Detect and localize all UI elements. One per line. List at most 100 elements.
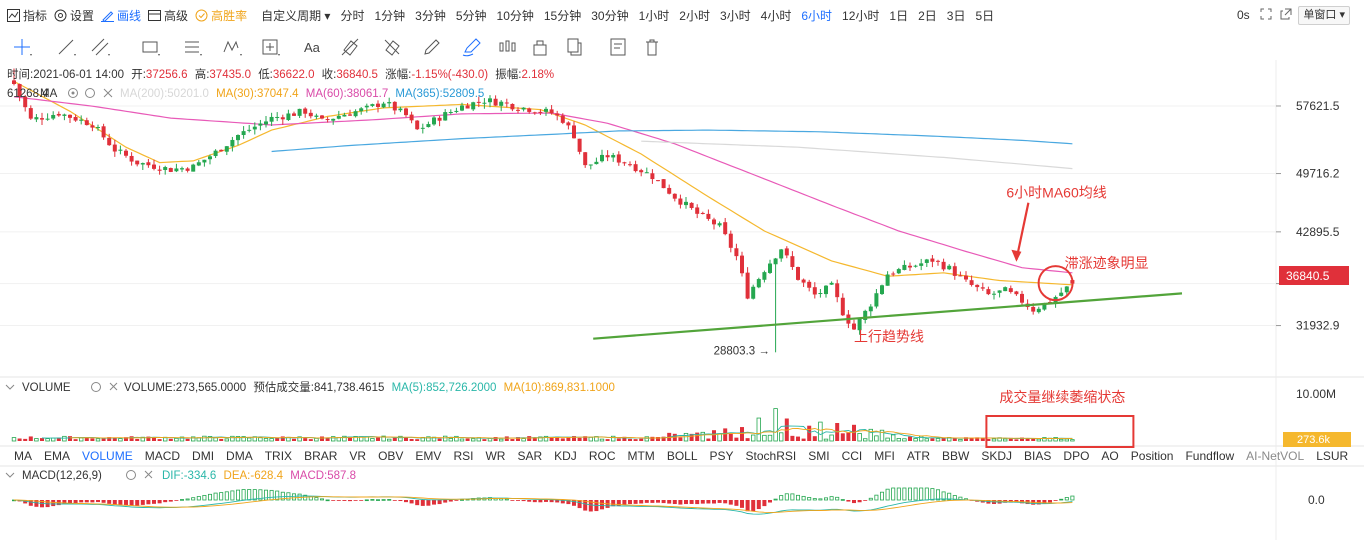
period-4[interactable]: 10分钟 [496,8,534,23]
indicator-tab-position[interactable]: Position [1130,449,1174,463]
period-10[interactable]: 4小时 [760,8,792,23]
indicator-tab-boll[interactable]: BOLL [666,449,698,463]
volume-title: VOLUME [22,382,71,394]
settings-button[interactable]: 设置 [54,7,94,24]
indicator-tab-roc[interactable]: ROC [588,449,616,463]
copy-tool[interactable] [560,34,588,60]
indicator-button[interactable]: 指标 [7,7,47,24]
pattern-tool[interactable] [494,34,522,60]
indicator-tab-dma[interactable]: DMA [226,449,253,463]
hide-tool[interactable] [378,34,406,60]
volume-collapse-icon[interactable] [5,384,15,390]
period-6[interactable]: 30分钟 [591,8,629,23]
candle-body [101,126,106,138]
note-tool[interactable] [604,34,632,60]
candle-body [465,105,470,109]
period-3[interactable]: 5分钟 [455,8,487,23]
indicator-tab-mfi[interactable]: MFI [874,449,895,463]
indicator-tab-atr[interactable]: ATR [906,449,931,463]
indicator-tab-bbw[interactable]: BBW [942,449,970,463]
indicator-tab-fundflow[interactable]: Fundflow [1185,449,1235,463]
candle-body [180,168,184,170]
period-11[interactable]: 6小时 [801,8,833,23]
indicator-tab-sar[interactable]: SAR [517,449,543,463]
period-16[interactable]: 5日 [975,8,995,23]
indicator-tab-ai-netvol[interactable]: AI-NetVOL [1246,449,1305,463]
refresh-interval[interactable]: 0s [1237,8,1250,22]
volume-settings-icon[interactable] [91,382,101,392]
advanced-button[interactable]: 高级 [148,7,188,24]
candle-body [723,222,728,235]
period-12[interactable]: 12小时 [842,8,880,23]
indicator-tab-rsi[interactable]: RSI [453,449,474,463]
winrate-label: 高胜率 [211,8,248,23]
indicator-tab-smi[interactable]: SMI [808,449,830,463]
line-tool[interactable] [52,34,80,60]
period-15[interactable]: 3日 [946,8,966,23]
settings-label: 设置 [70,8,95,23]
ma-close-icon[interactable] [103,88,113,98]
period-13[interactable]: 1日 [889,8,909,23]
draw-line-button[interactable]: 画线 [101,7,141,24]
macd-collapse-icon[interactable] [5,472,15,478]
rectangle-tool[interactable] [136,34,164,60]
macd-bar [801,495,806,501]
popout-icon[interactable] [1280,8,1292,20]
period-1[interactable]: 1分钟 [374,8,406,23]
indicator-tab-lsur[interactable]: LSUR [1316,449,1349,463]
period-5[interactable]: 15分钟 [543,8,582,23]
brush-tool[interactable] [458,34,486,60]
crosshair-tool[interactable] [8,34,36,60]
fullscreen-icon[interactable] [1260,8,1272,20]
indicator-tab-volume[interactable]: VOLUME [82,449,133,463]
indicator-tab-wr[interactable]: WR [485,449,506,463]
indicator-tab-skdj[interactable]: SKDJ [981,449,1013,463]
macd-settings-icon[interactable] [126,470,136,480]
indicator-tab-emv[interactable]: EMV [415,449,442,463]
indicator-tab-macd[interactable]: MACD [144,449,181,463]
ma-visibility-icon[interactable] [68,88,78,98]
horizontal-lines-tool[interactable] [178,34,206,60]
macd-close-icon[interactable] [144,470,153,479]
indicator-tab-ma[interactable]: MA [14,449,32,463]
pencil-tool[interactable] [418,34,446,60]
wave-tool[interactable] [218,34,246,60]
measure-tool[interactable] [256,34,284,60]
delete-tool[interactable] [638,34,666,60]
indicator-tab-trix[interactable]: TRIX [264,449,293,463]
indicator-tab-psy[interactable]: PSY [709,449,734,463]
indicator-tab-obv[interactable]: OBV [378,449,404,463]
indicator-tab-stochrsi[interactable]: StochRSI [745,449,797,463]
period-0[interactable]: 分时 [340,8,365,23]
volume-close-icon[interactable] [109,382,118,391]
parallel-line-tool[interactable] [86,34,114,60]
ma-settings-icon[interactable] [85,88,95,98]
volume-bar [745,438,750,441]
period-9[interactable]: 3小时 [719,8,751,23]
indicator-tab-cci[interactable]: CCI [841,449,863,463]
period-2[interactable]: 3分钟 [415,8,446,23]
indicator-tab-bias[interactable]: BIAS [1024,449,1052,463]
indicator-tab-ema[interactable]: EMA [44,449,71,463]
indicator-tab-mtm[interactable]: MTM [627,449,655,463]
eraser-tool[interactable] [336,34,364,60]
lock-tool[interactable] [526,34,554,60]
period-7[interactable]: 1小时 [638,8,670,23]
volume-bar [661,436,666,441]
winrate-button[interactable]: 高胜率 [195,7,247,24]
text-tool[interactable]: Aa [298,34,326,60]
indicator-tab-vr[interactable]: VR [349,449,367,463]
indicator-tab-ao[interactable]: AO [1101,449,1119,463]
indicator-tab-kdj[interactable]: KDJ [554,449,577,463]
period-14[interactable]: 2日 [918,8,937,23]
indicator-tab-brar[interactable]: BRAR [304,449,338,463]
window-select[interactable]: 单窗口 ▾ [1298,6,1350,25]
period-8[interactable]: 2小时 [679,8,710,23]
volume-axis-top: 10.00M [1296,387,1336,401]
indicator-tab-dpo[interactable]: DPO [1063,449,1090,463]
custom-period-dropdown[interactable]: 自定义周期 ▾ [261,7,330,24]
volume-bar [448,438,453,442]
indicator-tab-dmi[interactable]: DMI [192,449,215,463]
volume-bar [224,438,229,442]
